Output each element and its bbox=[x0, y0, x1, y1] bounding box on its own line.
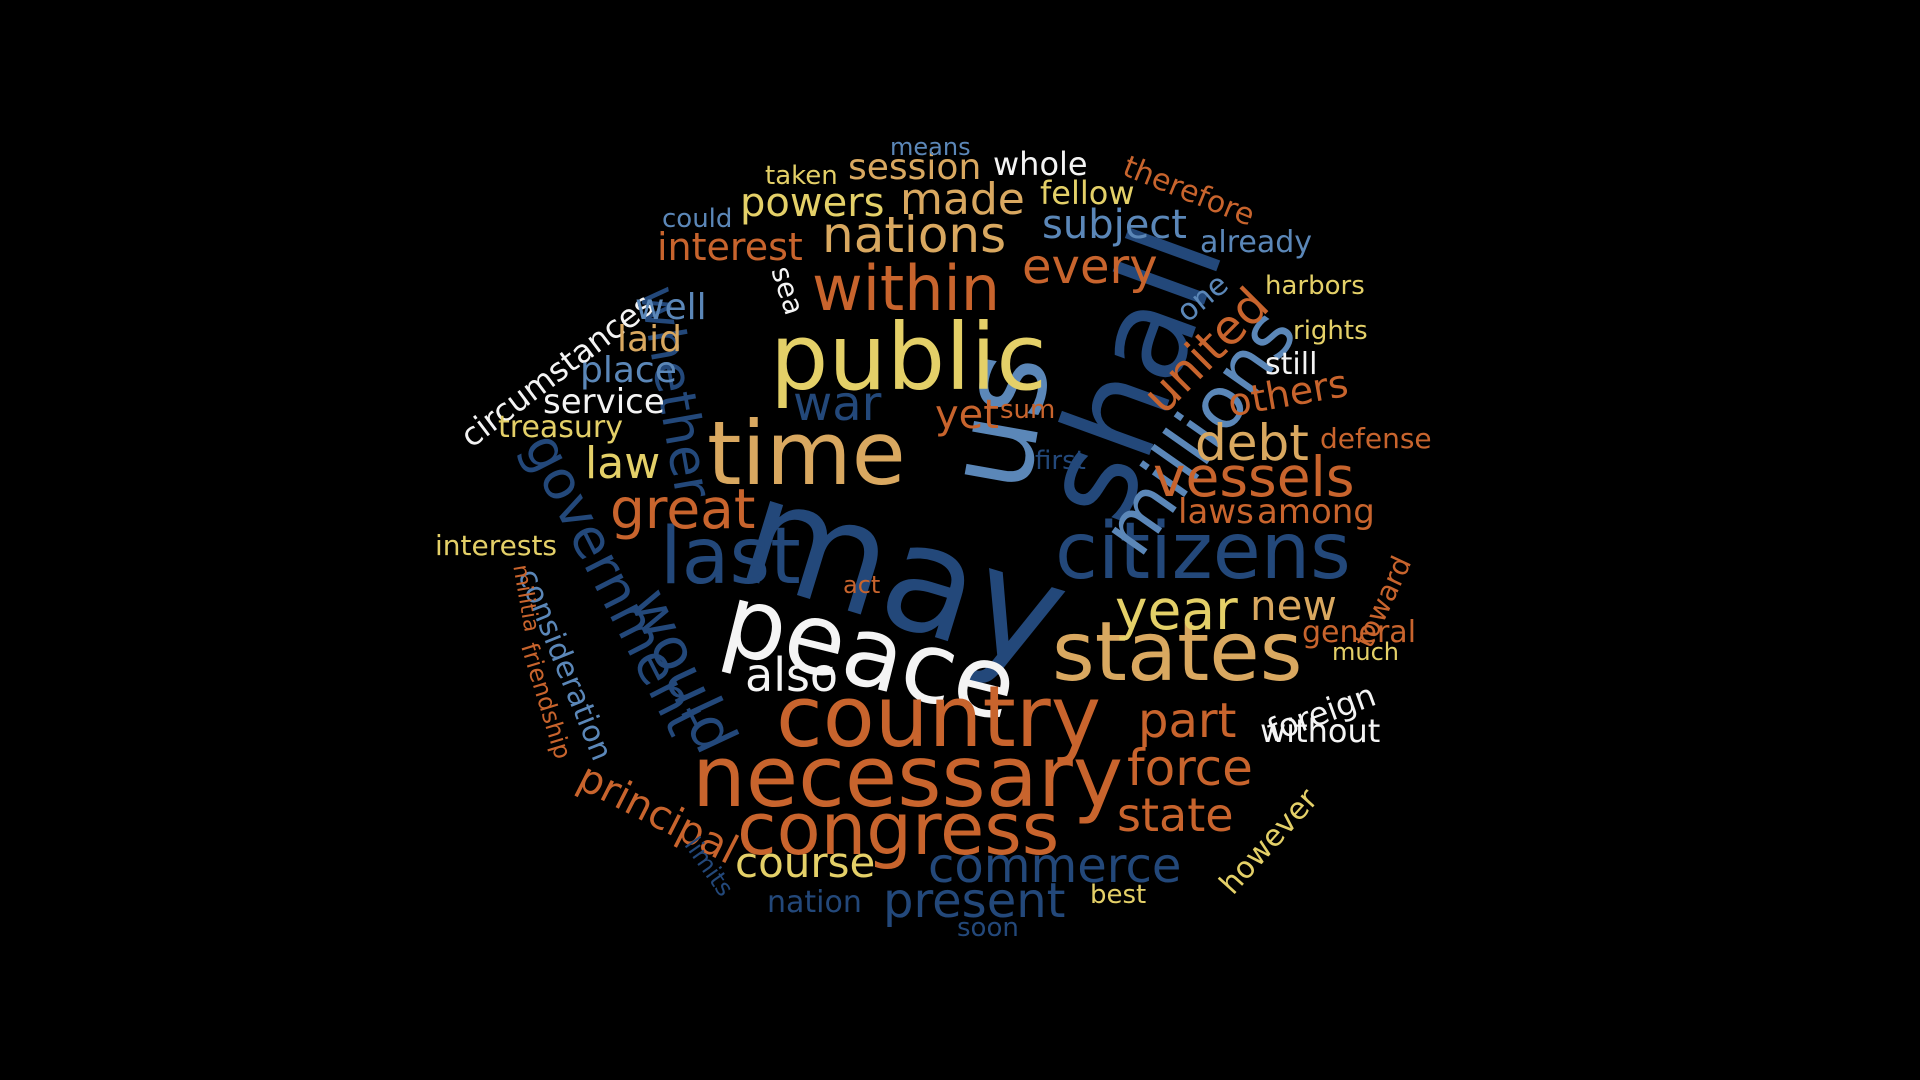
word-nation: nation bbox=[767, 885, 862, 920]
word-harbors: harbors bbox=[1265, 271, 1365, 301]
word-interest: interest bbox=[657, 225, 803, 269]
word-states: states bbox=[1052, 605, 1303, 700]
word-debt: debt bbox=[1195, 414, 1309, 472]
word-place: place bbox=[580, 350, 677, 391]
word-already: already bbox=[1200, 225, 1313, 260]
word-great: great bbox=[610, 477, 756, 541]
word-within: within bbox=[812, 252, 1001, 325]
word-commerce: commerce bbox=[928, 838, 1182, 894]
word-also: also bbox=[745, 648, 839, 702]
word-session: session bbox=[848, 147, 982, 188]
word-taken: taken bbox=[765, 161, 838, 191]
word-time: time bbox=[707, 402, 906, 505]
word-yet: yet bbox=[935, 392, 999, 438]
word-rights: rights bbox=[1293, 316, 1368, 346]
word-fellow: fellow bbox=[1040, 174, 1135, 212]
word-last: last bbox=[660, 512, 801, 602]
word-made: made bbox=[900, 174, 1025, 225]
word-still: still bbox=[1265, 347, 1318, 382]
word-without: without bbox=[1260, 712, 1381, 750]
word-means: means bbox=[890, 133, 971, 161]
word-best: best bbox=[1090, 880, 1147, 910]
word-interests: interests bbox=[435, 529, 558, 562]
word-state: state bbox=[1117, 788, 1234, 842]
word-first: first bbox=[1035, 446, 1086, 476]
word-present: present bbox=[883, 873, 1066, 929]
word-force: force bbox=[1127, 739, 1253, 797]
word-every: every bbox=[1022, 239, 1158, 295]
word-necessary: necessary bbox=[692, 728, 1124, 827]
word-citizens: citizens bbox=[1055, 507, 1351, 597]
word-vessels: vessels bbox=[1153, 445, 1355, 509]
word-general: general bbox=[1302, 615, 1417, 650]
word-whole: whole bbox=[993, 145, 1088, 183]
word-subject: subject bbox=[1042, 202, 1187, 248]
word-soon: soon bbox=[957, 913, 1019, 943]
word-laid: laid bbox=[617, 319, 682, 360]
word-among: among bbox=[1257, 492, 1375, 532]
word-law: law bbox=[585, 438, 661, 489]
word-part: part bbox=[1138, 693, 1237, 749]
word-congress: congress bbox=[737, 787, 1060, 871]
word-treasury: treasury bbox=[498, 410, 624, 445]
word-nations: nations bbox=[822, 206, 1007, 264]
word-laws: laws bbox=[1178, 492, 1254, 532]
word-war: war bbox=[793, 376, 882, 432]
word-country: country bbox=[776, 668, 1102, 767]
word-public: public bbox=[770, 304, 1047, 411]
word-could: could bbox=[662, 204, 733, 234]
word-powers: powers bbox=[740, 180, 885, 226]
word-course: course bbox=[735, 838, 876, 887]
word-service: service bbox=[543, 382, 665, 422]
word-act: act bbox=[843, 571, 881, 599]
word-defense: defense bbox=[1320, 422, 1432, 455]
word-well: well bbox=[635, 287, 707, 328]
word-sum: sum bbox=[1000, 395, 1056, 425]
word-year: year bbox=[1115, 578, 1238, 642]
word-new: new bbox=[1250, 581, 1337, 630]
word-much: much bbox=[1332, 638, 1399, 666]
